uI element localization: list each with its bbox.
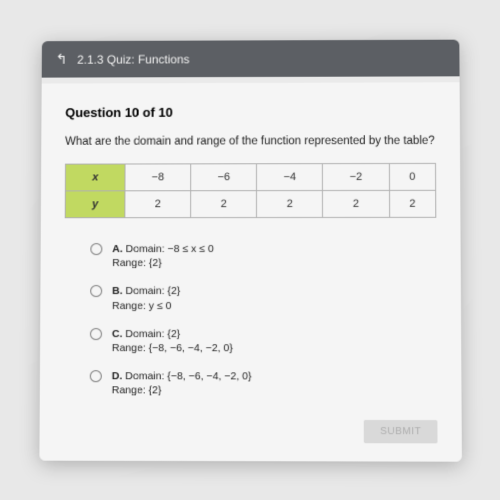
question-prompt: What are the domain and range of the fun… — [65, 135, 436, 148]
choice-line: Range: {2} — [112, 258, 162, 270]
table-cell: 2 — [323, 191, 389, 218]
table-cell: 2 — [125, 191, 191, 218]
table-row: y 2 2 2 2 2 — [65, 191, 436, 218]
table-cell: 2 — [191, 191, 257, 218]
table-cell: 0 — [389, 164, 436, 191]
table-row: x −8 −6 −4 −2 0 — [65, 164, 435, 191]
choice-letter: C. — [112, 328, 123, 340]
choice-text: B. Domain: {2} Range: y ≤ 0 — [112, 285, 180, 313]
y-label-cell: y — [65, 191, 125, 218]
table-cell: −6 — [191, 164, 257, 191]
choice-line: Domain: {2} — [125, 286, 180, 298]
choice-letter: A. — [112, 243, 123, 255]
question-panel: Question 10 of 10 What are the domain an… — [39, 83, 462, 463]
radio-icon[interactable] — [90, 371, 102, 383]
choice-line: Range: y ≤ 0 — [112, 300, 171, 312]
choice-c[interactable]: C. Domain: {2} Range: {−8, −6, −4, −2, 0… — [90, 327, 437, 356]
submit-button[interactable]: SUBMIT — [364, 421, 438, 444]
choice-text: A. Domain: −8 ≤ x ≤ 0 Range: {2} — [112, 242, 214, 270]
table-cell: −4 — [257, 164, 323, 191]
quiz-header: ↱ 2.1.3 Quiz: Functions — [42, 40, 460, 78]
question-number: Question 10 of 10 — [65, 105, 436, 121]
radio-icon[interactable] — [90, 243, 102, 255]
submit-row: SUBMIT — [63, 420, 437, 444]
table-cell: −2 — [323, 164, 389, 191]
table-cell: 2 — [389, 191, 436, 218]
choice-line: Domain: {−8, −6, −4, −2, 0} — [125, 371, 251, 383]
choice-line: Range: {2} — [112, 385, 162, 397]
choice-letter: B. — [112, 286, 123, 298]
back-icon[interactable]: ↱ — [56, 51, 68, 68]
table-cell: 2 — [257, 191, 323, 218]
answer-choices: A. Domain: −8 ≤ x ≤ 0 Range: {2} B. Doma… — [90, 242, 438, 398]
function-table: x −8 −6 −4 −2 0 y 2 2 2 2 2 — [65, 163, 437, 218]
choice-a[interactable]: A. Domain: −8 ≤ x ≤ 0 Range: {2} — [90, 242, 436, 271]
choice-text: D. Domain: {−8, −6, −4, −2, 0} Range: {2… — [112, 370, 252, 399]
choice-line: Domain: {2} — [125, 328, 180, 340]
radio-icon[interactable] — [90, 286, 102, 298]
choice-letter: D. — [112, 371, 123, 383]
choice-line: Domain: −8 ≤ x ≤ 0 — [126, 243, 214, 255]
choice-line: Range: {−8, −6, −4, −2, 0} — [112, 342, 233, 354]
radio-icon[interactable] — [90, 328, 102, 340]
quiz-title: 2.1.3 Quiz: Functions — [77, 52, 189, 66]
quiz-screen: ↱ 2.1.3 Quiz: Functions Question 10 of 1… — [39, 40, 462, 462]
choice-d[interactable]: D. Domain: {−8, −6, −4, −2, 0} Range: {2… — [90, 370, 438, 399]
choice-text: C. Domain: {2} Range: {−8, −6, −4, −2, 0… — [112, 327, 233, 356]
x-label-cell: x — [65, 164, 125, 191]
table-cell: −8 — [125, 164, 191, 191]
choice-b[interactable]: B. Domain: {2} Range: y ≤ 0 — [90, 285, 437, 313]
